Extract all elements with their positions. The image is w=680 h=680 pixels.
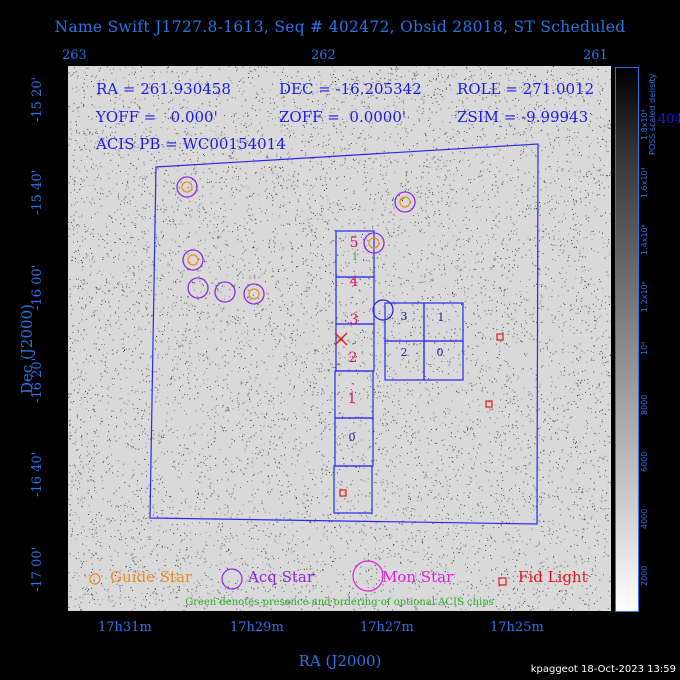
ra-top-tick: 262: [311, 48, 336, 63]
fid-light: [485, 400, 493, 408]
dec-tick: -15 40': [30, 169, 45, 215]
acq-star-legend-icon: [221, 568, 243, 590]
chip-s0: [333, 465, 373, 514]
acq-star: [363, 232, 385, 254]
colorbar: [615, 67, 639, 612]
ra-top-tick: 261: [583, 48, 608, 63]
guide-star: [181, 181, 193, 193]
acis-i-chips: [384, 302, 464, 381]
aimpoint-marker: [334, 332, 348, 346]
colorbar-label: 1.4x10⁴: [640, 224, 649, 255]
ra-bottom-tick: 17h25m: [490, 620, 544, 635]
info-roll: ROLL = 271.0012: [457, 80, 595, 98]
fid-light-legend-icon: [498, 577, 507, 586]
info-zsim: ZSIM = -9.99943: [457, 108, 589, 126]
page-title: Name Swift J1727.8-1613, Seq # 402472, O…: [54, 18, 626, 36]
chip-label-s0: 0: [349, 431, 356, 444]
colorbar-overflow-label: 404: [658, 112, 680, 127]
monitor-window: [372, 299, 394, 321]
footer-timestamp: kpaggeot 18-Oct-2023 13:59: [530, 664, 676, 675]
chip-label-i0: 0: [437, 346, 444, 359]
dec-tick: -16 40': [30, 451, 45, 497]
fid-light: [339, 489, 347, 497]
guide-stars: [181, 181, 411, 300]
info-zoff: ZOFF = 0.0000': [279, 108, 407, 126]
chip-i0: [423, 340, 464, 381]
acq-stars: [176, 176, 416, 305]
ra-bottom-tick: 17h27m: [360, 620, 414, 635]
chip-label-i1: 1: [438, 311, 445, 324]
colorbar-label: 1.2x10⁴: [640, 281, 649, 312]
colorbar-label: 4000: [640, 508, 649, 529]
info-dec: DEC = -16.205342: [279, 80, 422, 98]
chip-label-s4: 4: [350, 274, 359, 290]
colorbar-label: 1.6x10⁴: [640, 167, 649, 198]
sky-field-plot: 5 4 3 2 1 0 3 1 2 0 1: [68, 66, 611, 611]
colorbar-label: 6000: [640, 451, 649, 472]
colorbar-label: 8000: [640, 394, 649, 415]
chip-label-s3: 3: [350, 312, 359, 328]
dec-tick: -15 20': [30, 76, 45, 122]
fid-lights: [339, 333, 504, 497]
ra-bottom-tick: 17h29m: [230, 620, 284, 635]
guide-star: [248, 288, 260, 300]
legend-acq-star: Acq Star: [248, 568, 315, 586]
acq-star: [182, 249, 204, 271]
field-of-view-outline: [149, 143, 539, 525]
fid-light: [496, 333, 504, 341]
mon-star-legend-icon: [352, 560, 384, 592]
acq-star: [394, 191, 416, 213]
legend-guide-star: Guide Star: [110, 568, 193, 586]
chip-label-s1: 1: [348, 391, 357, 407]
y-axis-label: Dec (J2000): [18, 304, 36, 394]
colorbar-label: 2000: [640, 565, 649, 586]
acis-s-chips: [333, 230, 375, 514]
acq-star: [187, 277, 209, 299]
dec-tick: -17 00': [30, 546, 45, 592]
info-acis-pb: ACIS PB = WC00154014: [96, 135, 286, 153]
info-ra: RA = 261.930458: [96, 80, 231, 98]
legend-fid-light: Fid Light: [518, 568, 588, 586]
colorbar-label: 10⁴: [640, 341, 649, 355]
chip-label-i2: 2: [401, 346, 408, 359]
legend-mon-star: Mon Star: [382, 568, 454, 586]
chip-label-i3: 3: [401, 310, 408, 323]
optional-chips-note: Green denotes presence and ordering of o…: [185, 597, 494, 608]
guide-star: [187, 254, 199, 266]
sky-background-noise: [68, 66, 611, 611]
chip-label-s5: 5: [350, 235, 359, 251]
guide-star: [368, 237, 380, 249]
optional-chip-label: 1: [352, 252, 358, 263]
colorbar-title: POSS scaled density: [648, 73, 657, 155]
x-axis-label: RA (J2000): [298, 652, 382, 670]
acq-star: [176, 176, 198, 198]
acq-star: [243, 283, 265, 305]
ra-top-tick: 263: [62, 48, 87, 63]
guide-star: [399, 196, 411, 208]
guide-star-legend-icon: [89, 573, 101, 585]
info-yoff: YOFF = 0.000': [96, 108, 218, 126]
field-overlay: 5 4 3 2 1 0 3 1 2 0 1: [149, 143, 539, 525]
ra-bottom-tick: 17h31m: [98, 620, 152, 635]
chip-label-s2: 2: [349, 350, 358, 366]
acq-star: [214, 281, 236, 303]
